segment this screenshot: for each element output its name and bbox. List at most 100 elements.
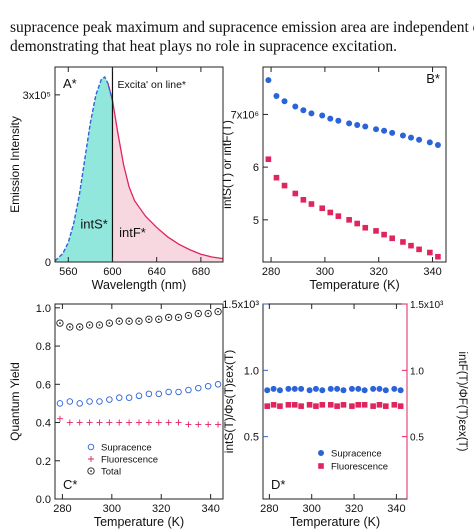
supracence-point [285, 385, 292, 392]
supracence-point [204, 382, 212, 390]
legend-marker-total [87, 467, 95, 475]
supracence-point [327, 115, 334, 122]
panel-b-ytick-label: 6 [253, 162, 259, 174]
fluorescence-point [340, 402, 347, 408]
panel-d-xtick-label: 340 [387, 503, 405, 515]
panel-c-ytick-label: 0.6 [36, 379, 51, 391]
fluorescence-point [126, 419, 133, 426]
supracence-point [155, 390, 163, 398]
legend-label-fluorescence: Fluorescence [101, 455, 158, 466]
legend-label-fluorescence: Fluorescence [331, 462, 388, 473]
figure-caption: supracence peak maximum and supracence e… [10, 18, 474, 56]
supracence-point [376, 385, 383, 392]
supracence-point [66, 398, 74, 405]
total-point-dot [128, 320, 131, 323]
panel-c-xtick-label: 280 [53, 503, 71, 515]
supracence-point [334, 385, 341, 392]
fluorescence-point [435, 253, 441, 260]
total-point-dot [167, 316, 170, 319]
fluorescence-point [155, 419, 162, 426]
panel-a-xtick-label: 560 [59, 266, 77, 278]
legend-marker-supracence [318, 450, 324, 456]
supracence-point [273, 92, 280, 99]
supracence-point [276, 387, 283, 394]
fluorescence-point [362, 224, 369, 231]
panel-d-right-ytick-label: 1.0 [410, 366, 424, 377]
panel-b-xtick-label: 320 [370, 266, 388, 278]
supracence-point [298, 385, 305, 392]
fluorescence-point [416, 246, 422, 253]
excitation-line-label: Excita' on line* [117, 79, 186, 91]
fluorescence-point [265, 156, 272, 163]
total-point-dot [59, 322, 61, 325]
legend-label-supracence: Supracence [101, 443, 152, 454]
fluorescence-point [277, 403, 283, 409]
panel-d-right-ylabel: intF(T)/ΦF(T)εex(T) [456, 352, 468, 452]
fluorescence-point [285, 402, 292, 408]
total-point [115, 317, 123, 325]
total-point-dot [68, 326, 71, 328]
total-point [125, 317, 133, 325]
fluorescence-point [106, 419, 113, 426]
supracence-point [319, 387, 326, 394]
total-point-dot [138, 320, 140, 323]
supracence-point [416, 136, 423, 143]
supracence-point [291, 385, 298, 392]
panel-c-ytick-label: 0.8 [36, 341, 51, 353]
total-point [95, 321, 104, 329]
total-point-dot [207, 312, 210, 315]
fluorescence-point [313, 403, 319, 409]
fluorescence-point [136, 419, 142, 426]
supracence-point [399, 132, 406, 139]
fluorescence-point [308, 201, 315, 207]
panel-c-ytick-label: 0.4 [36, 418, 51, 430]
panel-c-xtick-label: 340 [201, 503, 219, 515]
fluorescence-point [76, 419, 83, 426]
panel-a-panel-letter: A* [63, 76, 77, 91]
fluorescence-point [273, 174, 280, 181]
supracence-point [125, 394, 133, 401]
fluorescence-point [86, 419, 93, 426]
fluorescence-point [354, 220, 360, 227]
total-point-dot [118, 320, 121, 323]
total-point [145, 315, 153, 323]
panel-a-xtick-label: 600 [103, 266, 121, 278]
supracence-point [434, 142, 441, 148]
total-point-dot [197, 312, 200, 315]
supracence-point [382, 387, 389, 394]
fluorescence-point [376, 402, 383, 408]
fluorescence-point [306, 402, 313, 408]
panel-d-xtick-label: 300 [303, 503, 321, 515]
supracence-curve [54, 76, 114, 262]
fluorescence-point [300, 197, 307, 203]
supracence-point [381, 127, 388, 134]
total-point [66, 323, 74, 331]
panel-b-xtick-label: 280 [262, 266, 280, 278]
supracence-point [165, 388, 172, 396]
intS-label: intS* [80, 217, 107, 232]
fluorescence-point [319, 205, 326, 212]
caption-line-2: demonstrating that heat plays no role in… [10, 38, 397, 55]
supracence-point [264, 387, 271, 394]
panel-d-ytick-label: 1.5x10³ [222, 299, 259, 311]
total-point [155, 315, 163, 323]
fluorescence-point [408, 242, 414, 249]
supracence-point [56, 400, 64, 407]
panel-a-xtick-label: 640 [148, 266, 166, 278]
total-point-dot [98, 324, 101, 326]
supracence-point [373, 126, 380, 133]
panel-a-ytick-label: 3x10⁵ [23, 90, 51, 102]
panel-c-ytick-label: 0.0 [36, 494, 51, 506]
total-point [214, 307, 222, 316]
panel-a-ylabel: Emission Intensity [8, 116, 22, 213]
total-point [184, 311, 193, 320]
fluorescence-point [215, 421, 222, 428]
legend-label-total: Total [101, 467, 121, 478]
fluorescence-point [319, 402, 326, 408]
fluorescence-point [349, 403, 355, 409]
total-point-dot [88, 324, 91, 326]
legend-marker-fluorescence [318, 463, 324, 469]
fluorescence-point [383, 403, 389, 409]
fluorescence-point [389, 235, 395, 242]
